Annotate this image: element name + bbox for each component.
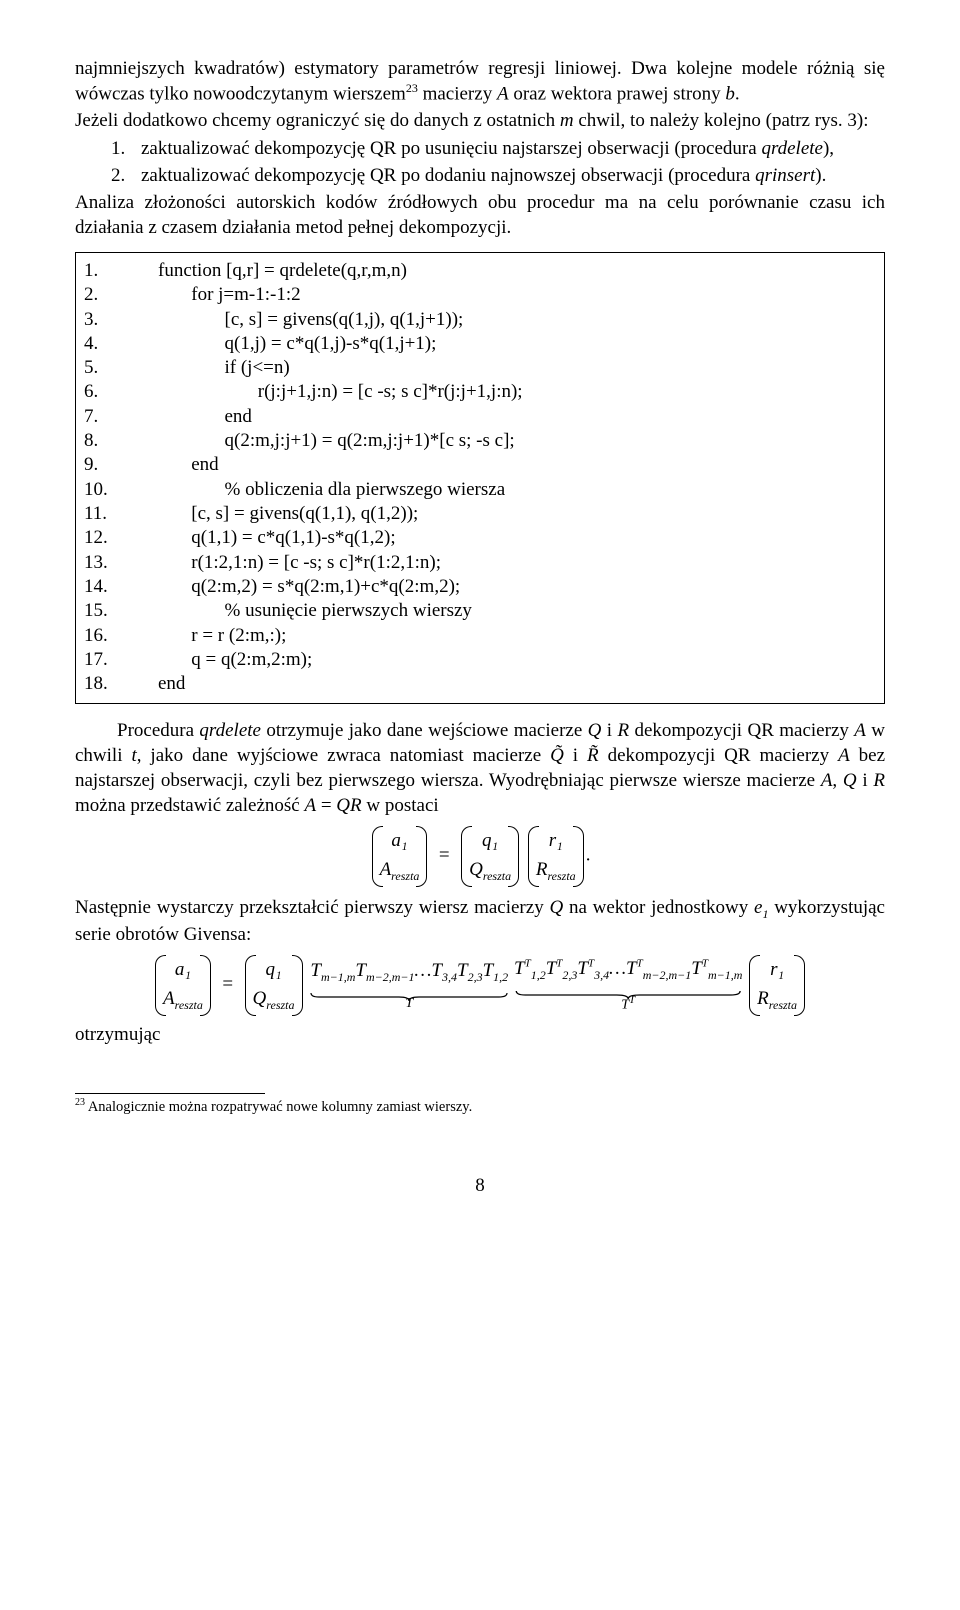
code-line-18: 18.end — [76, 672, 876, 696]
code-line-15: 15. % usunięcie pierwszych wierszy — [76, 599, 876, 623]
eq2-TT-seq: TT1,2TT2,3TT3,4…TTm−2,m−1TTm−1,m — [514, 958, 742, 979]
intro-p1-b: macierzy A oraz wektora prawej strony b. — [418, 83, 740, 104]
code-line-2: 2. for j=m-1:-1:2 — [76, 283, 876, 307]
intro-para-3: Analiza złożoności autorskich kodów źród… — [75, 190, 885, 240]
code-line-13: 13. r(1:2,1:n) = [c -s; s c]*r(1:2,1:n); — [76, 551, 876, 575]
eq1-matrix-A: a₁ Areszta — [372, 826, 428, 887]
eq2-matrix-A: a₁ Areszta — [155, 955, 211, 1016]
intro-para-2: Jeżeli dodatkowo chcemy ograniczyć się d… — [75, 108, 885, 133]
code-line-5: 5. if (j<=n) — [76, 356, 876, 380]
after-para-3: otrzymując — [75, 1022, 885, 1047]
code-line-4: 4. q(1,j) = c*q(1,j)-s*q(1,j+1); — [76, 332, 876, 356]
eq1-matrix-Q: q₁ Qreszta — [461, 826, 519, 887]
eq1-a1: a₁ — [391, 828, 407, 853]
eq2-underbrace-T: Tm−1,mTm−2,m−1…T3,4T2,3T1,2 T — [309, 958, 509, 1014]
after-para-1: Procedura qrdelete otrzymuje jako dane w… — [75, 718, 885, 818]
code-line-6: 6. r(j:j+1,j:n) = [c -s; s c]*r(j:j+1,j:… — [76, 380, 876, 404]
eq2-matrix-R: r₁ Rreszta — [749, 955, 805, 1016]
eq1-matrix-R: r₁ Rreszta — [528, 826, 584, 887]
list-text-1: zaktualizować dekompozycję QR po usunięc… — [141, 136, 885, 161]
list-num-1: 1. — [111, 136, 141, 161]
after-para-2: Następnie wystarczy przekształcić pierws… — [75, 895, 885, 948]
footnote-num: 23 — [75, 1097, 85, 1108]
underbrace-left-svg — [309, 991, 509, 1003]
footnote-text: Analogicznie można rozpatrywać nowe kolu… — [85, 1099, 472, 1115]
code-line-11: 11. [c, s] = givens(q(1,1), q(1,2)); — [76, 502, 876, 526]
eq1-rreszta: Rreszta — [536, 857, 576, 885]
code-line-1: 1.function [q,r] = qrdelete(q,r,m,n) — [76, 259, 876, 283]
underbrace-right-svg — [514, 989, 742, 1001]
code-line-9: 9. end — [76, 453, 876, 477]
footnote-ref-23: 23 — [406, 81, 418, 95]
footnote-rule — [75, 1093, 265, 1094]
eq2-matrix-Q: q₁ Qreszta — [245, 955, 303, 1016]
eq1-qreszta: Qreszta — [469, 857, 511, 885]
eq1-r1: r₁ — [549, 828, 563, 853]
eq1-areszta: Areszta — [380, 857, 420, 885]
algorithm-qrdelete: 1.function [q,r] = qrdelete(q,r,m,n) 2. … — [75, 252, 885, 704]
code-line-10: 10. % obliczenia dla pierwszego wiersza — [76, 478, 876, 502]
list-text-2: zaktualizować dekompozycję QR po dodaniu… — [141, 163, 885, 188]
footnote-23: 23 Analogicznie można rozpatrywać nowe k… — [75, 1096, 885, 1117]
eq2-T-seq: Tm−1,mTm−2,m−1…T3,4T2,3T1,2 — [310, 960, 508, 981]
eq2-underbrace-TT: TT1,2TT2,3TT3,4…TTm−2,m−1TTm−1,m TT — [514, 956, 742, 1016]
equation-1: a₁ Areszta = q₁ Qreszta r₁ Rreszta . — [75, 826, 885, 887]
intro-para-1: najmniejszych kwadratów) estymatory para… — [75, 56, 885, 106]
eq1-q1: q₁ — [482, 828, 498, 853]
code-line-16: 16. r = r (2:m,:); — [76, 624, 876, 648]
code-line-3: 3. [c, s] = givens(q(1,j), q(1,j+1)); — [76, 308, 876, 332]
page-number: 8 — [75, 1173, 885, 1198]
list-item-1: 1. zaktualizować dekompozycję QR po usun… — [75, 136, 885, 161]
equation-2: a₁ Areszta = q₁ Qreszta Tm−1,mTm−2,m−1…T… — [75, 955, 885, 1016]
list-item-2: 2. zaktualizować dekompozycję QR po doda… — [75, 163, 885, 188]
code-line-7: 7. end — [76, 405, 876, 429]
code-line-14: 14. q(2:m,2) = s*q(2:m,1)+c*q(2:m,2); — [76, 575, 876, 599]
code-line-8: 8. q(2:m,j:j+1) = q(2:m,j:j+1)*[c s; -s … — [76, 429, 876, 453]
list-num-2: 2. — [111, 163, 141, 188]
code-line-12: 12. q(1,1) = c*q(1,1)-s*q(1,2); — [76, 526, 876, 550]
code-line-17: 17. q = q(2:m,2:m); — [76, 648, 876, 672]
